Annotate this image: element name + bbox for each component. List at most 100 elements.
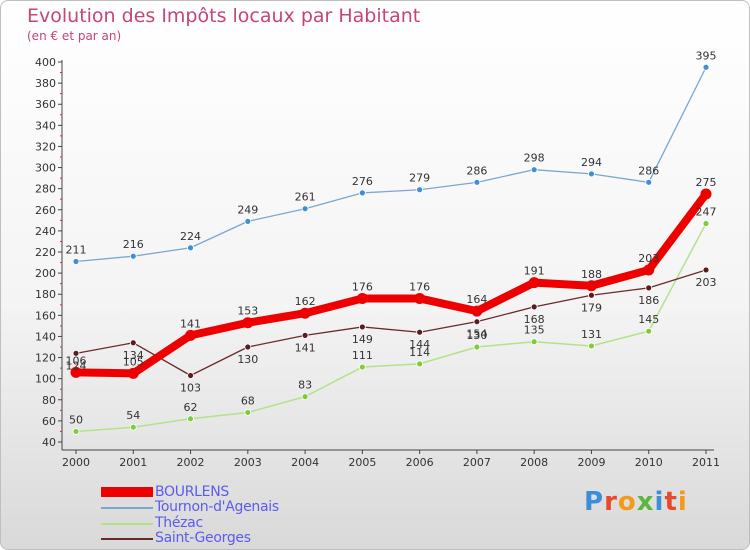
data-point <box>473 178 481 186</box>
legend-swatch-bourlens <box>101 487 153 497</box>
data-label: 247 <box>696 206 717 219</box>
y-tick-label: 320 <box>35 140 56 153</box>
data-label: 276 <box>352 175 373 188</box>
y-tick-label: 280 <box>35 183 56 196</box>
y-tick-label: 240 <box>35 225 56 238</box>
data-label: 105 <box>123 355 144 368</box>
logo-letter: i <box>677 487 688 517</box>
data-label: 135 <box>524 324 545 337</box>
y-tick-label: 360 <box>35 98 56 111</box>
data-point <box>645 327 653 335</box>
x-tick-label: 2005 <box>348 456 376 469</box>
legend-swatch-thezac <box>101 523 153 525</box>
series-line-bourlens <box>72 189 710 378</box>
x-tick-label: 2009 <box>577 456 605 469</box>
data-point <box>416 186 424 194</box>
data-label: 176 <box>409 280 430 293</box>
data-point <box>301 331 309 339</box>
data-point <box>473 318 481 326</box>
y-tick-label: 220 <box>35 246 56 259</box>
data-point <box>129 339 137 347</box>
x-tick-label: 2007 <box>463 456 491 469</box>
data-label: 154 <box>466 328 487 341</box>
data-point <box>473 343 481 351</box>
data-point <box>702 63 710 71</box>
data-point <box>530 338 538 346</box>
data-point <box>588 291 595 299</box>
data-point <box>645 178 653 186</box>
data-label: 162 <box>295 295 316 308</box>
logo-letter: P <box>584 487 605 517</box>
x-tick-label: 2001 <box>119 456 147 469</box>
proxiti-logo: Proxiti <box>584 487 688 517</box>
data-point <box>129 252 137 260</box>
data-point <box>588 170 595 178</box>
y-tick-label: 200 <box>35 267 56 280</box>
data-label: 286 <box>638 164 659 177</box>
y-tick-label: 400 <box>35 56 56 69</box>
data-point <box>702 220 710 227</box>
y-tick-label: 160 <box>35 309 56 322</box>
data-label: 131 <box>581 328 602 341</box>
data-point <box>702 266 710 274</box>
x-tick-label: 2008 <box>520 456 548 469</box>
x-tick-label: 2002 <box>177 456 205 469</box>
logo-letter: o <box>617 487 637 517</box>
data-point <box>127 367 139 379</box>
data-label: 83 <box>298 379 312 392</box>
data-point <box>358 323 366 331</box>
data-point <box>356 292 368 304</box>
data-point <box>129 423 137 431</box>
data-label: 145 <box>638 313 659 326</box>
data-point <box>700 188 712 200</box>
y-tick-label: 100 <box>35 373 56 386</box>
data-label: 395 <box>696 49 717 62</box>
data-point <box>414 292 426 304</box>
data-label: 249 <box>237 203 258 216</box>
data-label: 54 <box>126 409 140 422</box>
data-label: 153 <box>237 305 258 318</box>
data-label: 168 <box>524 313 545 326</box>
data-label: 261 <box>295 191 316 204</box>
data-point <box>187 244 194 252</box>
data-label: 62 <box>184 401 198 414</box>
legend-label-thezac: Thézac <box>155 515 203 531</box>
data-label: 68 <box>241 394 255 407</box>
data-point <box>530 303 538 311</box>
data-point <box>645 284 653 292</box>
data-label: 50 <box>69 413 83 426</box>
data-point <box>358 363 366 371</box>
data-point <box>72 258 80 265</box>
data-point <box>358 189 366 197</box>
data-point <box>244 409 252 416</box>
data-label: 298 <box>524 152 545 165</box>
data-label: 103 <box>180 382 201 395</box>
logo-letter: i <box>654 487 665 517</box>
x-tick-label: 2003 <box>234 456 262 469</box>
data-label: 164 <box>466 293 487 306</box>
data-label: 141 <box>180 317 201 330</box>
data-label: 224 <box>180 230 201 243</box>
logo-letter: r <box>604 487 618 517</box>
data-point <box>471 305 483 317</box>
data-point <box>72 428 80 435</box>
logo-letter: x <box>636 487 655 517</box>
data-label: 188 <box>581 268 602 281</box>
data-label: 111 <box>352 349 373 362</box>
y-tick-label: 180 <box>35 288 56 301</box>
y-tick-label: 40 <box>42 436 56 449</box>
data-label: 203 <box>638 252 659 265</box>
x-tick-label: 2000 <box>62 456 90 469</box>
data-label: 179 <box>581 301 602 314</box>
data-point <box>528 277 540 289</box>
y-tick-label: 60 <box>42 415 56 428</box>
data-label: 203 <box>696 276 717 289</box>
data-point <box>585 280 597 292</box>
data-point <box>72 349 80 357</box>
data-point <box>588 342 595 350</box>
data-label: 149 <box>352 333 373 346</box>
data-point <box>301 205 309 213</box>
y-tick-label: 380 <box>35 77 56 90</box>
legend-swatch-tournon <box>101 507 153 509</box>
